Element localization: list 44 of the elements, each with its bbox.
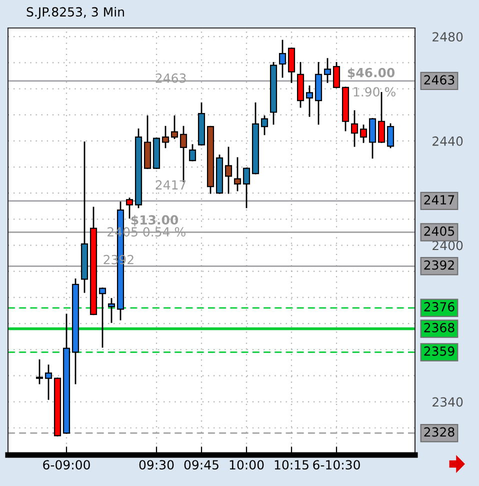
candlestick [98, 288, 106, 348]
ref-line-label: 2417 [424, 195, 454, 204]
candlestick [188, 144, 196, 162]
candlestick [108, 298, 116, 323]
candlestick [234, 157, 242, 192]
ref-line-label: 2328 [424, 427, 454, 437]
ref-line-label: 2359 [424, 346, 454, 356]
ref-line-label: 2463 [424, 75, 454, 85]
ref-line-label: 2392 [424, 260, 454, 270]
candlestick [278, 40, 286, 78]
candlestick [386, 123, 394, 148]
candlestick [378, 92, 386, 143]
annotation: $46.00 [348, 68, 395, 79]
x-tick-label: 6-09:00 [43, 460, 90, 470]
y-tick-label: 2480 [432, 32, 463, 42]
candlestick [36, 359, 44, 384]
candlestick [360, 124, 368, 143]
x-tick-label: 6-10:30 [313, 460, 360, 470]
x-tick-label: 09:45 [184, 460, 218, 470]
candlestick [368, 118, 376, 159]
x-tick-label: 09:30 [139, 460, 174, 470]
candlestick [224, 146, 232, 194]
ref-line-label: 2376 [424, 302, 454, 312]
candlestick [350, 110, 358, 147]
x-tick-label: 10:00 [230, 460, 264, 470]
candlestick [332, 62, 340, 88]
annotation: 2417 [156, 180, 186, 190]
y-tick-label: 2440 [432, 136, 463, 146]
candlestick [288, 48, 296, 83]
chart-title: S.JP.8253, 3 Min [26, 6, 124, 19]
annotation: $13.00 [131, 214, 178, 226]
candlestick [324, 58, 332, 83]
candlestick [260, 115, 268, 136]
candlestick [306, 85, 314, 117]
candlestick [170, 115, 178, 140]
ref-line-label: 2368 [424, 322, 454, 332]
y-tick-label: 2340 [432, 397, 463, 407]
annotation: 1.90 % [354, 87, 396, 97]
y-tick-label: 2400 [432, 240, 463, 250]
candlestick [242, 168, 250, 208]
x-tick-label: 10:15 [274, 460, 308, 470]
ref-line-label: 2405 [424, 226, 454, 236]
candlestick [44, 364, 52, 400]
candlestick [162, 126, 170, 148]
